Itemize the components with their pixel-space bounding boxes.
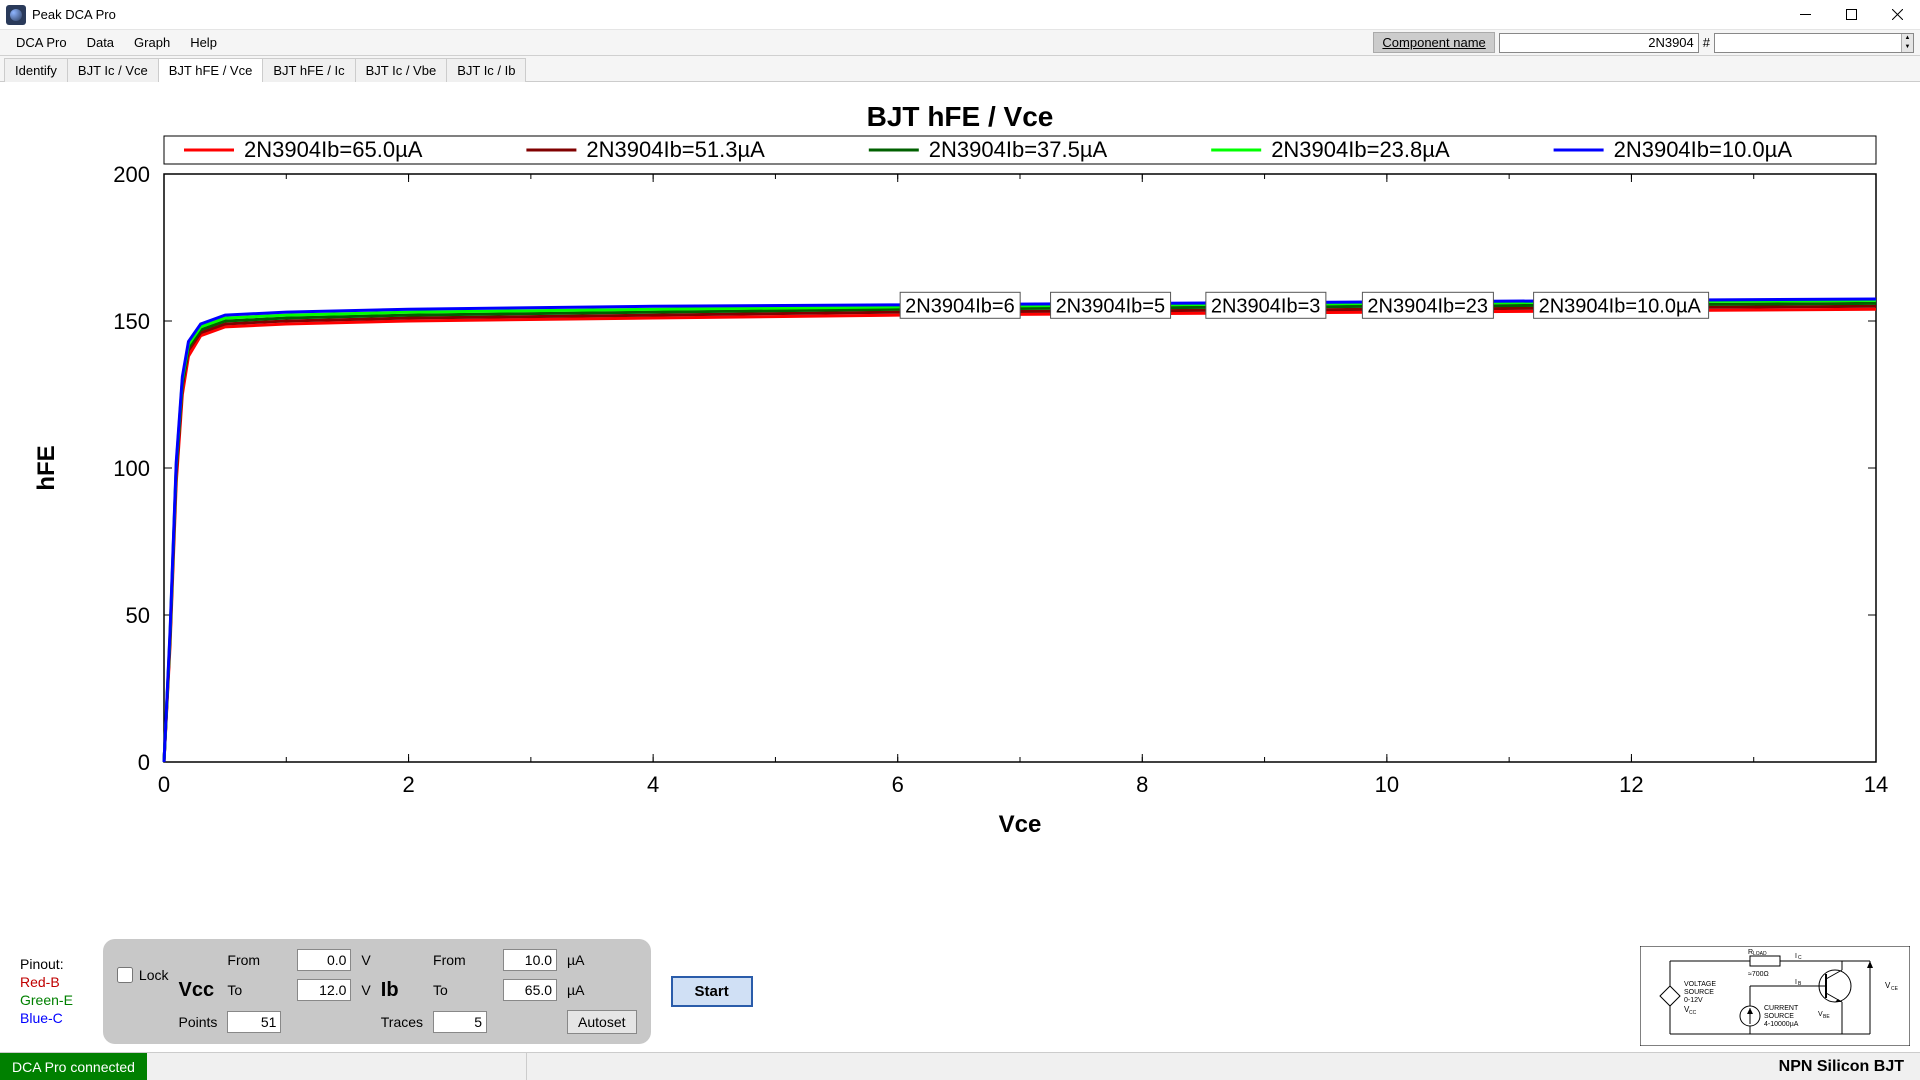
svg-text:200: 200: [113, 162, 150, 187]
ib-to-input[interactable]: [503, 979, 557, 1001]
menu-item-graph[interactable]: Graph: [124, 32, 180, 53]
svg-text:SOURCE: SOURCE: [1764, 1013, 1794, 1020]
title-bar: Peak DCA Pro: [0, 0, 1920, 30]
svg-text:CURRENT: CURRENT: [1764, 1005, 1799, 1012]
svg-text:2N3904Ib=5: 2N3904Ib=5: [1056, 295, 1166, 317]
svg-text:100: 100: [113, 456, 150, 481]
svg-text:2: 2: [402, 772, 414, 797]
svg-text:4: 4: [647, 772, 659, 797]
tab-bjt-ic-ib[interactable]: BJT Ic / Ib: [446, 58, 526, 82]
vcc-from-input[interactable]: [297, 949, 351, 971]
chevron-down-icon: ▼: [1901, 43, 1913, 52]
svg-text:2N3904Ib=10.0µA: 2N3904Ib=10.0µA: [1614, 137, 1793, 162]
close-button[interactable]: [1874, 0, 1920, 30]
tab-bjt-ic-vbe[interactable]: BJT Ic / Vbe: [355, 58, 448, 82]
pinout-green: Green-E: [20, 991, 73, 1009]
svg-text:0-12V: 0-12V: [1684, 997, 1703, 1004]
menu-item-help[interactable]: Help: [180, 32, 227, 53]
ib-label: Ib: [381, 979, 423, 1002]
ib-unit2: µA: [567, 982, 636, 998]
svg-text:0: 0: [158, 772, 170, 797]
menu-item-data[interactable]: Data: [77, 32, 124, 53]
maximize-button[interactable]: [1828, 0, 1874, 30]
vcc-label: Vcc: [179, 979, 218, 1002]
svg-text:C: C: [1798, 955, 1802, 961]
vcc-from-label: From: [227, 952, 287, 968]
svg-text:4-10000µA: 4-10000µA: [1764, 1021, 1799, 1028]
chevron-up-icon: ▲: [1901, 34, 1913, 43]
tab-bjt-hfe-ic[interactable]: BJT hFE / Ic: [262, 58, 355, 82]
points-input[interactable]: [227, 1011, 281, 1033]
lock-label: Lock: [139, 967, 169, 983]
svg-text:I: I: [1795, 979, 1797, 986]
svg-text:2N3904Ib=23: 2N3904Ib=23: [1367, 295, 1488, 317]
svg-text:12: 12: [1619, 772, 1643, 797]
svg-text:LOAD: LOAD: [1753, 951, 1767, 957]
hash-label: #: [1703, 35, 1710, 50]
svg-text:150: 150: [113, 309, 150, 334]
control-panel: From V From µA Lock Vcc To V Ib To µA Po…: [103, 939, 651, 1044]
pinout-red: Red-B: [20, 973, 73, 991]
traces-label: Traces: [381, 1014, 423, 1030]
ib-to-label: To: [433, 982, 493, 998]
traces-input[interactable]: [433, 1011, 487, 1033]
svg-text:Vce: Vce: [999, 811, 1042, 838]
component-name-label: Component name: [1373, 32, 1494, 53]
vcc-to-input[interactable]: [297, 979, 351, 1001]
svg-text:CE: CE: [1891, 986, 1899, 992]
svg-text:10: 10: [1375, 772, 1399, 797]
svg-text:14: 14: [1864, 772, 1888, 797]
svg-text:≈700Ω: ≈700Ω: [1748, 971, 1769, 978]
autoset-button[interactable]: Autoset: [567, 1010, 636, 1034]
svg-text:2N3904Ib=23.8µA: 2N3904Ib=23.8µA: [1271, 137, 1450, 162]
vcc-unit2: V: [361, 982, 370, 998]
svg-text:2N3904Ib=3: 2N3904Ib=3: [1211, 295, 1321, 317]
svg-text:2N3904Ib=37.5µA: 2N3904Ib=37.5µA: [929, 137, 1108, 162]
svg-text:I: I: [1795, 953, 1797, 960]
ib-unit1: µA: [567, 952, 636, 968]
bottom-panel: Pinout: Red-B Green-E Blue-C From V From…: [0, 930, 1920, 1052]
minimize-button[interactable]: [1782, 0, 1828, 30]
points-label: Points: [179, 1014, 218, 1030]
svg-text:BE: BE: [1823, 1014, 1830, 1020]
svg-text:2N3904Ib=65.0µA: 2N3904Ib=65.0µA: [244, 137, 423, 162]
window-title: Peak DCA Pro: [32, 7, 116, 22]
svg-text:CC: CC: [1689, 1010, 1697, 1016]
app-icon: [6, 5, 26, 25]
pinout-title: Pinout:: [20, 955, 73, 973]
ib-from-label: From: [433, 952, 493, 968]
pinout-legend: Pinout: Red-B Green-E Blue-C: [20, 955, 73, 1027]
circuit-diagram: VOLTAGESOURCE0-12V VCC RLOAD ≈700Ω IC IB: [1640, 946, 1910, 1046]
lock-checkbox[interactable]: [117, 967, 133, 983]
ib-from-input[interactable]: [503, 949, 557, 971]
component-number-stepper[interactable]: [1714, 33, 1914, 53]
svg-text:2N3904Ib=10.0µA: 2N3904Ib=10.0µA: [1539, 295, 1702, 317]
svg-text:0: 0: [138, 750, 150, 775]
start-button[interactable]: Start: [671, 976, 753, 1007]
tab-identify[interactable]: Identify: [4, 58, 68, 82]
connection-status: DCA Pro connected: [0, 1053, 147, 1080]
component-type: NPN Silicon BJT: [1763, 1053, 1920, 1080]
svg-text:6: 6: [892, 772, 904, 797]
svg-text:VOLTAGE: VOLTAGE: [1684, 981, 1716, 988]
svg-text:50: 50: [126, 603, 150, 628]
chart-area: BJT hFE / Vce 2N3904Ib=65.0µA 2N3904Ib=51.…: [0, 82, 1920, 930]
vcc-unit1: V: [361, 952, 370, 968]
menu-item-dca-pro[interactable]: DCA Pro: [6, 32, 77, 53]
tab-bjt-ic-vce[interactable]: BJT Ic / Vce: [67, 58, 159, 82]
svg-text:hFE: hFE: [33, 445, 60, 490]
component-name-input[interactable]: [1499, 33, 1699, 53]
menu-bar: DCA ProDataGraphHelp Component name # ▲▼: [0, 30, 1920, 56]
tab-bjt-hfe-vce[interactable]: BJT hFE / Vce: [158, 58, 264, 82]
pinout-blue: Blue-C: [20, 1009, 73, 1027]
svg-text:SOURCE: SOURCE: [1684, 989, 1714, 996]
svg-text:2N3904Ib=6: 2N3904Ib=6: [905, 295, 1015, 317]
tab-bar: IdentifyBJT Ic / VceBJT hFE / VceBJT hFE…: [0, 56, 1920, 82]
svg-text:BJT hFE / Vce: BJT hFE / Vce: [867, 101, 1054, 132]
status-bar: DCA Pro connected NPN Silicon BJT: [0, 1052, 1920, 1080]
svg-text:2N3904Ib=51.3µA: 2N3904Ib=51.3µA: [586, 137, 765, 162]
vcc-to-label: To: [227, 982, 287, 998]
svg-text:8: 8: [1136, 772, 1148, 797]
